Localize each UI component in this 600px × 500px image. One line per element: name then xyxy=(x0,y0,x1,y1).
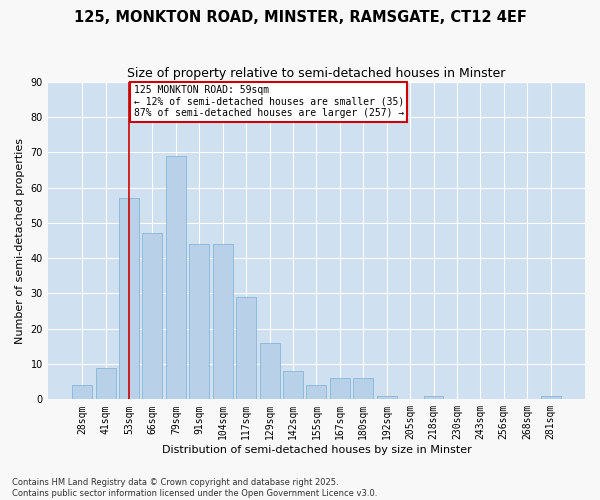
Text: 125 MONKTON ROAD: 59sqm
← 12% of semi-detached houses are smaller (35)
87% of se: 125 MONKTON ROAD: 59sqm ← 12% of semi-de… xyxy=(134,85,404,118)
Bar xyxy=(353,378,373,400)
Bar xyxy=(307,385,326,400)
Bar xyxy=(72,385,92,400)
Text: Contains HM Land Registry data © Crown copyright and database right 2025.
Contai: Contains HM Land Registry data © Crown c… xyxy=(12,478,377,498)
Bar xyxy=(142,234,163,400)
Bar xyxy=(330,378,350,400)
Y-axis label: Number of semi-detached properties: Number of semi-detached properties xyxy=(15,138,25,344)
Bar xyxy=(213,244,233,400)
Title: Size of property relative to semi-detached houses in Minster: Size of property relative to semi-detach… xyxy=(127,68,506,80)
X-axis label: Distribution of semi-detached houses by size in Minster: Distribution of semi-detached houses by … xyxy=(161,445,471,455)
Bar xyxy=(236,297,256,400)
Bar xyxy=(541,396,560,400)
Bar xyxy=(190,244,209,400)
Bar xyxy=(424,396,443,400)
Bar xyxy=(166,156,186,400)
Bar xyxy=(377,396,397,400)
Bar xyxy=(260,343,280,400)
Bar xyxy=(119,198,139,400)
Bar xyxy=(95,368,116,400)
Text: 125, MONKTON ROAD, MINSTER, RAMSGATE, CT12 4EF: 125, MONKTON ROAD, MINSTER, RAMSGATE, CT… xyxy=(74,10,526,25)
Bar xyxy=(283,371,303,400)
